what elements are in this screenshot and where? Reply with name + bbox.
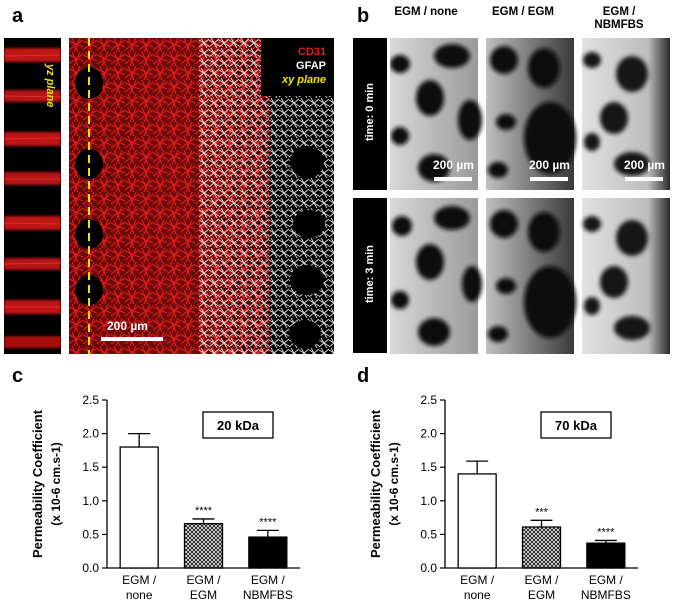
col-header-3: EGM / NBMFBS [594, 6, 644, 32]
panel-b-scale-bar-1 [434, 177, 472, 181]
chart-c: Permeability Coefficient (x 10-6 cm.s-1) 0… [30, 393, 300, 602]
annotation-text: 70 kDa [555, 418, 598, 433]
y-tick-label: 2.5 [420, 393, 437, 407]
y-tick-label: 1.5 [420, 460, 437, 474]
x-tick-label-0: EGM / [460, 573, 495, 587]
significance-1: **** [195, 505, 213, 517]
y-tick-label: 2.0 [420, 427, 437, 441]
tile-r0-c0 [390, 38, 482, 190]
chart-d: Permeability Coefficient (x 10-6 cm.s-1) 0… [368, 393, 638, 602]
x-tick-label-2: EGM / [251, 573, 286, 587]
legend-gfap: GFAP [296, 60, 326, 72]
y-tick-label: 0.0 [420, 561, 437, 575]
y-tick-label: 1.0 [82, 494, 99, 508]
x-tick-label-1-line2: EGM [190, 588, 217, 602]
bar-0 [457, 473, 497, 569]
significance-2: **** [597, 526, 615, 538]
y-tick-label: 2.5 [82, 393, 99, 407]
significance-1: *** [535, 506, 549, 518]
x-tick-label-2-line2: NBMFBS [581, 588, 631, 602]
x-tick-label-0: EGM / [122, 573, 157, 587]
panel-a-scale-bar-label: 200 µm [107, 319, 148, 333]
x-tick-label-2-line2: NBMFBS [243, 588, 293, 602]
tile-r0-c1 [486, 38, 576, 190]
bar-2 [248, 536, 288, 569]
panel-b-scale-label-1: 200 µm [433, 158, 474, 172]
x-tick-label-0-line2: none [464, 588, 491, 602]
x-tick-label-0-line2: none [126, 588, 153, 602]
panel-a-label: a [12, 5, 24, 27]
legend-cd31: CD31 [297, 46, 326, 58]
tile-r0-c2 [582, 38, 670, 190]
x-tick-label-1-line2: EGM [528, 588, 555, 602]
row-label-0: time: 0 min [353, 38, 387, 190]
tile-r1-c2 [582, 198, 670, 354]
panel-b-scale-bar-3 [625, 177, 663, 181]
y-tick-label: 0.5 [82, 527, 99, 541]
x-tick-label-1: EGM / [186, 573, 221, 587]
yz-plane-image: yz plane [4, 38, 61, 354]
vessel-network [69, 38, 334, 354]
col-header-2: EGM / EGM [492, 6, 554, 18]
panel-c-label: c [12, 365, 24, 387]
col-header-1: EGM / none [394, 6, 458, 18]
panel-b-scale-label-3: 200 µm [624, 158, 665, 172]
bar-0 [119, 446, 159, 569]
y-tick-label: 2.0 [82, 427, 99, 441]
row-label-1: time: 3 min [353, 198, 387, 353]
y-axis-units: (x 10-6 cm.s-1) [49, 442, 63, 525]
significance-2: **** [259, 516, 277, 528]
yz-plane-label: yz plane [44, 64, 56, 108]
xy-plane-image: CD31 GFAP xy plane 200 µm [69, 38, 334, 354]
y-axis-label: Permeability Coefficient [30, 409, 45, 558]
panel-b-label: b [357, 5, 370, 27]
y-tick-label: 1.0 [420, 494, 437, 508]
tile-r1-c1 [486, 198, 576, 354]
y-tick-label: 0.0 [82, 561, 99, 575]
annotation-box [202, 411, 274, 439]
annotation-text: 20 kDa [217, 418, 260, 433]
legend-xy-plane: xy plane [281, 74, 326, 86]
x-tick-label-2: EGM / [589, 573, 624, 587]
bar-2 [586, 542, 626, 569]
yz-plane-stripes [4, 48, 61, 348]
panel-b-scale-label-2: 200 µm [529, 158, 570, 172]
bar-1 [521, 526, 562, 569]
y-tick-label: 1.5 [82, 460, 99, 474]
panel-d-label: d [357, 365, 370, 387]
x-tick-label-1: EGM / [524, 573, 559, 587]
annotation-box [540, 411, 612, 439]
panel-b-scale-bar-2 [530, 177, 568, 181]
panel-a-scale-bar [101, 337, 163, 341]
y-tick-label: 0.5 [420, 527, 437, 541]
y-axis-label: Permeability Coefficient [368, 409, 383, 558]
bar-1 [183, 522, 224, 569]
tile-r1-c0 [390, 198, 482, 354]
y-axis-units: (x 10-6 cm.s-1) [387, 442, 401, 525]
panel-b-image-grid [390, 38, 670, 354]
